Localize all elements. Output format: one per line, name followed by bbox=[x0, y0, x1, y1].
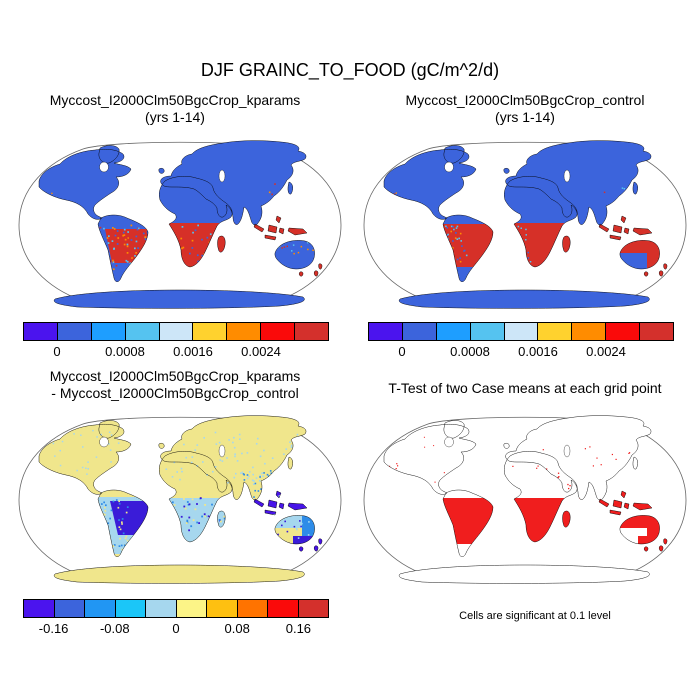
colorbar-tick-label: 0 bbox=[398, 344, 406, 359]
colorbar-cell bbox=[639, 322, 675, 341]
colorbar-tick-label: 0.0024 bbox=[586, 344, 626, 359]
colorbar-cell bbox=[267, 599, 299, 618]
colorbar-kparams: 0 0.0008 0.0016 0.0024 bbox=[23, 322, 330, 360]
colorbar-tick-label: -0.16 bbox=[38, 621, 69, 636]
ttest-caption: Cells are significant at 0.1 level bbox=[459, 610, 611, 622]
panel-title-kparams-line2: (yrs 1-14) bbox=[145, 109, 205, 125]
colorbar-tick-label: 0.0016 bbox=[173, 344, 213, 359]
colorbar-tick-label: 0.08 bbox=[224, 621, 250, 636]
colorbar-cell bbox=[571, 322, 607, 341]
colorbar-cell bbox=[84, 599, 116, 618]
colorbar-cell bbox=[236, 599, 268, 618]
colorbar-cell bbox=[260, 322, 296, 341]
colorbar-diff: -0.16 -0.08 0 0.08 0.16 bbox=[23, 599, 329, 637]
colorbar-cell bbox=[297, 599, 329, 618]
colorbar-cell bbox=[503, 322, 539, 341]
colorbar-cell bbox=[114, 599, 146, 618]
panel-title-ttest: T-Test of two Case means at each grid po… bbox=[388, 380, 662, 396]
colorbar-swatches bbox=[23, 322, 330, 341]
colorbar-tick-label: 0.0024 bbox=[241, 344, 281, 359]
colorbar-control: 0 0.0008 0.0016 0.0024 bbox=[368, 322, 675, 360]
colorbar-cell bbox=[435, 322, 471, 341]
panel-title-kparams: Myccost_I2000Clm50BgcCrop_kparams (yrs 1… bbox=[10, 92, 340, 126]
colorbar-tick-label: 0.0008 bbox=[450, 344, 490, 359]
colorbar-cell bbox=[158, 322, 194, 341]
colorbar-tick-label: 0 bbox=[172, 621, 180, 636]
colorbar-swatches bbox=[368, 322, 675, 341]
colorbar-labels: 0 0.0008 0.0016 0.0024 bbox=[23, 344, 329, 360]
colorbar-cell bbox=[90, 322, 126, 341]
map-kparams bbox=[15, 136, 345, 314]
colorbar-tick-label: 0.0008 bbox=[105, 344, 145, 359]
colorbar-tick-label: -0.08 bbox=[99, 621, 130, 636]
panel-title-diff-line2: - Myccost_I2000Clm50BgcCrop_control bbox=[51, 385, 299, 401]
colorbar-cell bbox=[605, 322, 641, 341]
colorbar-cell bbox=[469, 322, 505, 341]
colorbar-labels: -0.16 -0.08 0 0.08 0.16 bbox=[23, 621, 329, 637]
figure-title: DJF GRAINC_TO_FOOD (gC/m^2/d) bbox=[200, 60, 500, 80]
map-diff bbox=[15, 411, 345, 589]
colorbar-cell bbox=[537, 322, 573, 341]
panel-title-control-line2: (yrs 1-14) bbox=[495, 109, 555, 125]
colorbar-cell bbox=[226, 322, 262, 341]
colorbar-cell bbox=[23, 599, 55, 618]
panel-title-control: Myccost_I2000Clm50BgcCrop_control (yrs 1… bbox=[360, 92, 690, 126]
colorbar-cell bbox=[53, 599, 85, 618]
panel-title-kparams-line1: Myccost_I2000Clm50BgcCrop_kparams bbox=[49, 92, 301, 108]
map-ttest bbox=[360, 411, 690, 589]
colorbar-cell bbox=[294, 322, 330, 341]
colorbar-cell bbox=[206, 599, 238, 618]
colorbar-tick-label: 0 bbox=[53, 344, 61, 359]
colorbar-cell bbox=[368, 322, 403, 341]
panel-title-control-line1: Myccost_I2000Clm50BgcCrop_control bbox=[405, 92, 645, 108]
map-control bbox=[360, 136, 690, 314]
colorbar-cell bbox=[192, 322, 228, 341]
colorbar-cell bbox=[145, 599, 177, 618]
colorbar-cell bbox=[175, 599, 207, 618]
colorbar-cell bbox=[401, 322, 437, 341]
colorbar-swatches bbox=[23, 599, 329, 618]
panel-title-diff: Myccost_I2000Clm50BgcCrop_kparams - Mycc… bbox=[10, 368, 340, 402]
panel-title-diff-line1: Myccost_I2000Clm50BgcCrop_kparams bbox=[49, 368, 301, 384]
colorbar-tick-label: 0.0016 bbox=[518, 344, 558, 359]
colorbar-cell bbox=[56, 322, 92, 341]
colorbar-cell bbox=[23, 322, 58, 341]
colorbar-labels: 0 0.0008 0.0016 0.0024 bbox=[368, 344, 674, 360]
colorbar-cell bbox=[124, 322, 160, 341]
colorbar-tick-label: 0.16 bbox=[285, 621, 312, 636]
